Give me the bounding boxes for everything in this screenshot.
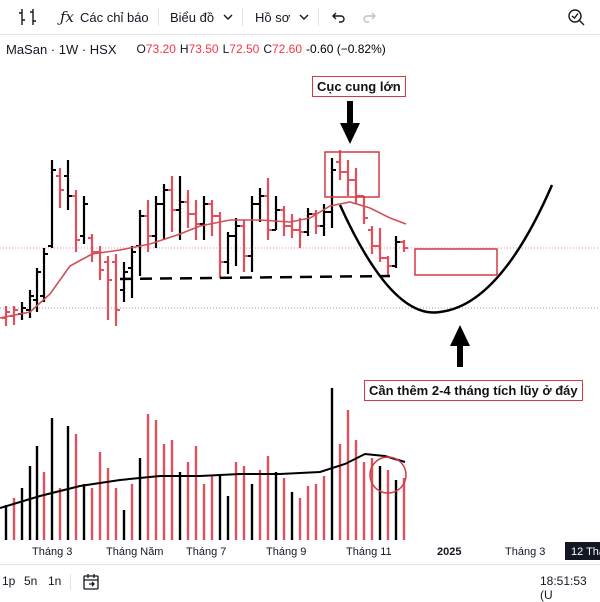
target-zone-box	[414, 248, 498, 276]
x-tick-label: Tháng Năm	[106, 546, 163, 558]
price-change: -0.60 (−0.82%)	[306, 42, 386, 56]
ohlc-low: L72.50	[222, 42, 260, 56]
ohlc-close: C72.60	[263, 42, 303, 56]
arrow-down-icon	[340, 101, 360, 144]
ohlc-open: O73.20	[136, 42, 176, 56]
indicators-label: Các chỉ báo	[80, 9, 149, 25]
fx-icon: ƒx	[60, 8, 75, 26]
volume-ma-line	[0, 452, 406, 509]
chart-type-button[interactable]: Biểu đồ	[170, 0, 236, 34]
ohlc-high: H73.50	[179, 42, 219, 56]
chevron-down-icon	[223, 14, 233, 20]
search-zoom-button[interactable]	[567, 0, 585, 34]
toolbar-divider	[318, 8, 319, 26]
chart-legend: MaSan · 1W · HSX O73.20 H73.50 L72.50 C7…	[0, 40, 600, 58]
top-toolbar: ƒx Các chỉ báo Biểu đồ Hồ sơ	[0, 0, 600, 35]
arrow-up-icon	[450, 325, 470, 367]
goto-date-icon[interactable]	[82, 573, 100, 591]
range-button-5n[interactable]: 5n	[24, 574, 38, 588]
accumulation-note-label: Cần thêm 2-4 tháng tích lũy ở đáy	[364, 380, 583, 401]
undo-icon	[332, 12, 345, 23]
cup-curve	[338, 184, 554, 314]
compare-button[interactable]	[18, 0, 40, 34]
toolbar-divider	[158, 8, 159, 26]
x-tick-label: Tháng 11	[346, 546, 392, 558]
crosshair-time-label: 12 Tha	[571, 546, 600, 558]
x-tick-label: Tháng 9	[266, 546, 306, 558]
indicators-button[interactable]: ƒx Các chỉ báo	[60, 0, 149, 34]
range-button-1n[interactable]: 1n	[48, 574, 62, 588]
moving-average-line	[0, 201, 407, 319]
x-tick-label: Tháng 3	[505, 546, 545, 558]
x-tick-label: Tháng 7	[186, 546, 226, 558]
chart-type-label: Biểu đồ	[170, 9, 215, 25]
redo-button[interactable]	[362, 0, 378, 34]
volume-bars	[4, 388, 406, 540]
range-button-1p[interactable]: 1p	[2, 574, 16, 588]
toolbar-divider	[242, 8, 243, 26]
candle-compare-icon	[19, 9, 36, 25]
redo-icon	[363, 12, 376, 23]
symbol-title[interactable]: MaSan · 1W · HSX	[6, 41, 117, 57]
x-tick-label: 2025	[437, 546, 461, 558]
bottom-divider	[70, 574, 71, 590]
supply-zone-label: Cục cung lớn	[312, 76, 406, 97]
bottom-bar: 1p 5n 1n 18:51:53 (U	[0, 564, 600, 602]
crosshair-time-badge	[565, 542, 600, 560]
price-bars	[2, 150, 408, 326]
volume-highlight-circle	[369, 456, 407, 494]
profile-label: Hồ sơ	[255, 9, 291, 25]
undo-button[interactable]	[330, 0, 346, 34]
search-zoom-icon	[568, 9, 585, 26]
clock-time: 18:51:53 (U	[540, 574, 587, 602]
x-axis: Tháng 3 Tháng Năm Tháng 7 Tháng 9 Tháng …	[32, 546, 545, 558]
supply-zone-box	[324, 151, 380, 198]
support-dashed-line	[119, 274, 391, 281]
profile-button[interactable]: Hồ sơ	[255, 0, 312, 34]
chevron-down-icon	[299, 14, 309, 20]
x-tick-label: Tháng 3	[32, 546, 72, 558]
